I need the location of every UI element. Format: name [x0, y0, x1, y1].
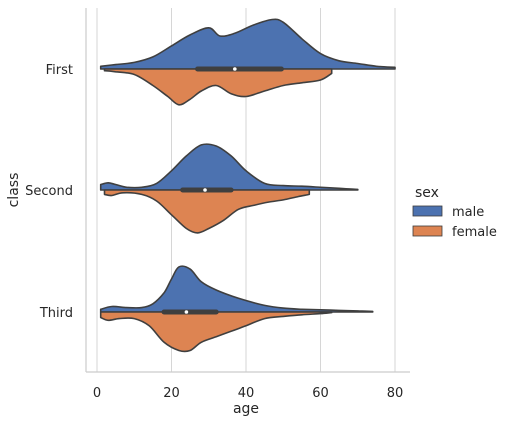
x-axis-title: age: [233, 401, 259, 417]
violin-female-second: [103, 189, 311, 234]
x-tick-label: 0: [93, 386, 101, 401]
violin-female-third: [99, 311, 333, 353]
y-axis-title: class: [6, 173, 22, 208]
violin-female-first: [103, 68, 333, 106]
legend-label-male: male: [452, 205, 484, 220]
y-tick-labels: First Second Third: [25, 63, 73, 321]
median-marker-third: [184, 310, 189, 314]
y-tick-label: First: [46, 63, 73, 78]
y-tick-label: Second: [25, 184, 73, 199]
violin-male-first: [99, 18, 396, 70]
y-tick-label: Third: [39, 306, 73, 321]
median-marker-first: [233, 67, 237, 71]
legend-title: sex: [415, 185, 439, 201]
legend-swatch-female: [412, 225, 443, 237]
x-tick-label: 40: [238, 386, 255, 401]
x-tick-label: 20: [163, 386, 180, 401]
legend: sex male female: [412, 185, 497, 240]
median-marker-second: [203, 188, 207, 192]
x-tick-label: 80: [387, 386, 404, 401]
legend-label-female: female: [452, 225, 497, 240]
violin-male-third: [99, 265, 374, 313]
violins: [99, 18, 396, 353]
x-tick-label: 60: [312, 386, 329, 401]
x-tick-labels: 0 20 40 60 80: [93, 386, 403, 401]
box-markers: [161, 66, 284, 315]
legend-swatch-male: [412, 205, 443, 217]
violin-male-second: [99, 143, 359, 191]
